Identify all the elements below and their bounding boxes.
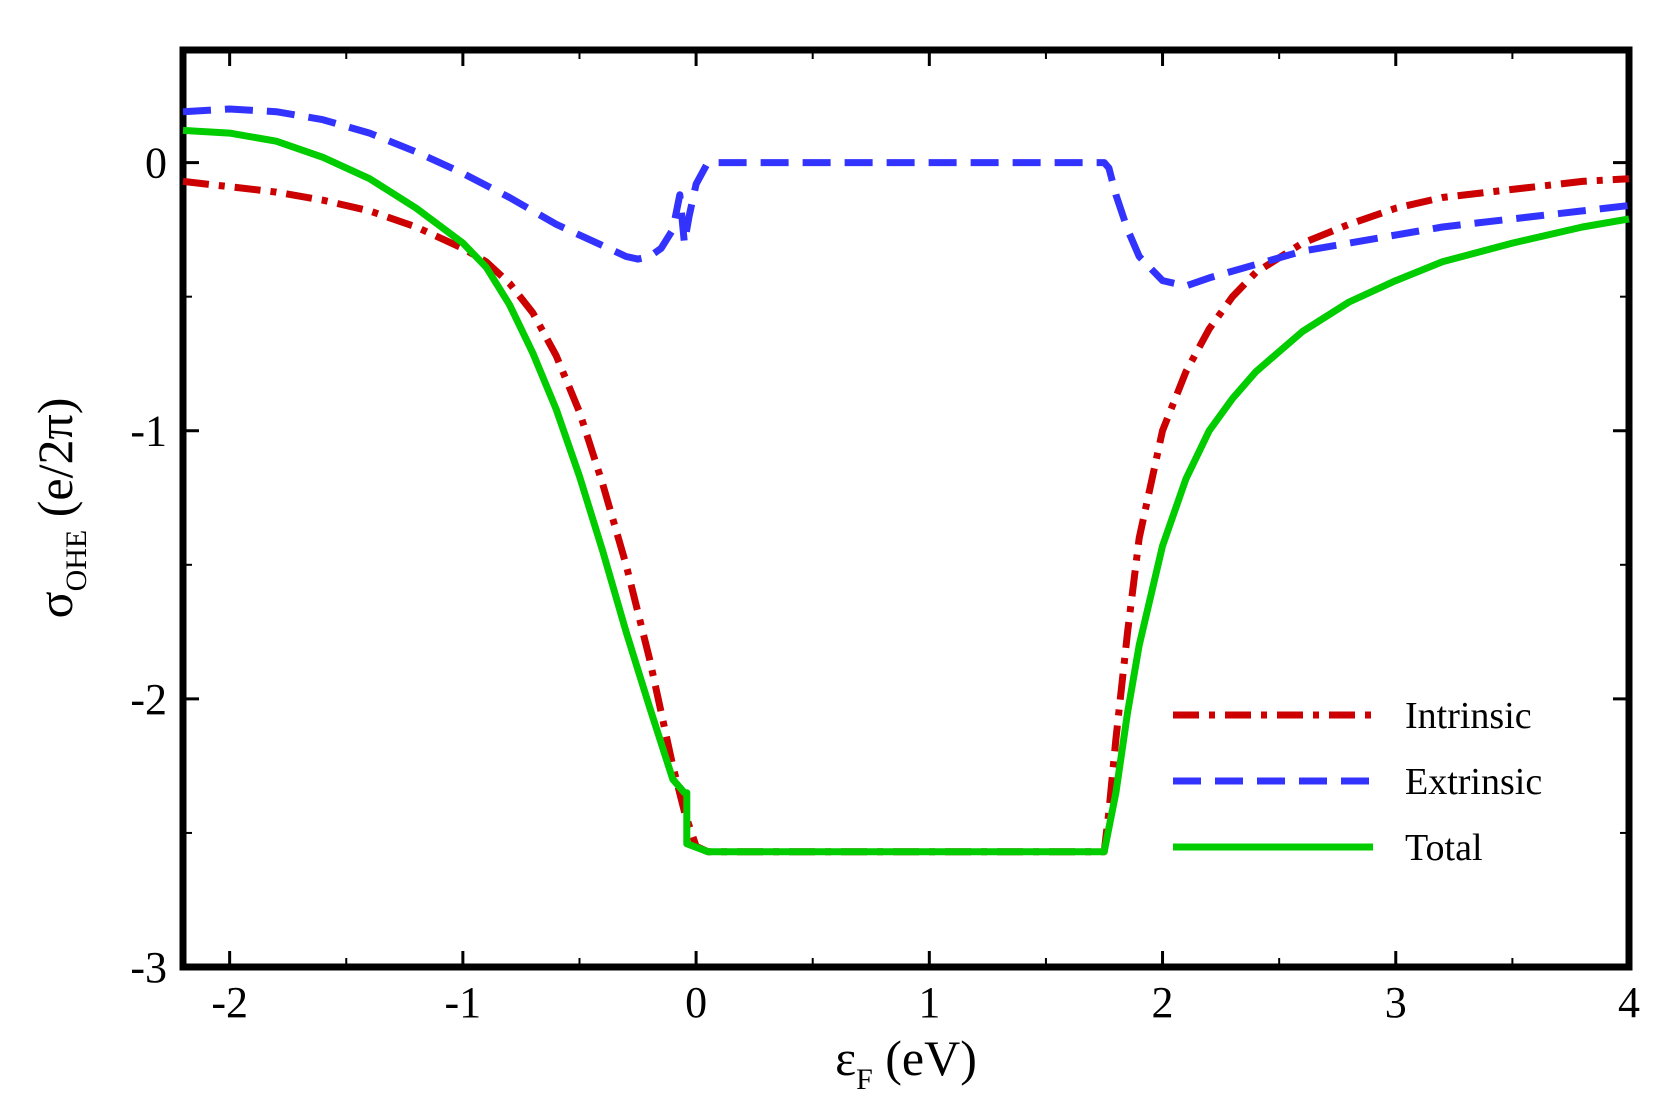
plot-frame [179, 46, 1633, 971]
ticks-group [183, 50, 1631, 969]
y-axis-label-rest: (e/2π) [27, 398, 83, 530]
x-axis-label-subscript: F [856, 1063, 873, 1096]
x-tick-label: 0 [685, 978, 707, 1027]
y-tick-label: -2 [130, 675, 167, 724]
series-line-total [182, 126, 1630, 856]
y-tick-label: 0 [145, 139, 167, 188]
y-axis-label-symbol: σ [27, 591, 83, 618]
legend: Intrinsic Extrinsic Total [1173, 695, 1542, 869]
y-axis-label-subscript: OHE [60, 530, 93, 592]
y-tick-label: -3 [130, 943, 167, 992]
y-tick-label: -1 [130, 407, 167, 456]
x-axis-label-rest: (eV) [873, 1030, 977, 1086]
x-tick-label: 1 [918, 978, 940, 1027]
legend-label-intrinsic: Intrinsic [1405, 695, 1532, 737]
series-group [182, 105, 1630, 856]
x-tick-label: 3 [1385, 978, 1407, 1027]
x-axis-label: εF (eV) [835, 1030, 977, 1096]
tick-labels-group: -2 -1 0 1 2 3 4 -3 -2 -1 0 [130, 139, 1640, 1027]
x-axis-label-symbol: ε [835, 1030, 856, 1086]
x-tick-label: 4 [1618, 978, 1640, 1027]
x-tick-label: 2 [1152, 978, 1174, 1027]
legend-label-extrinsic: Extrinsic [1405, 761, 1542, 803]
legend-label-total: Total [1405, 827, 1483, 869]
x-tick-label: -2 [211, 978, 248, 1027]
x-tick-label: -1 [445, 978, 482, 1027]
series-line-extrinsic [182, 105, 1630, 290]
y-axis-label: σOHE (e/2π) [27, 398, 93, 619]
